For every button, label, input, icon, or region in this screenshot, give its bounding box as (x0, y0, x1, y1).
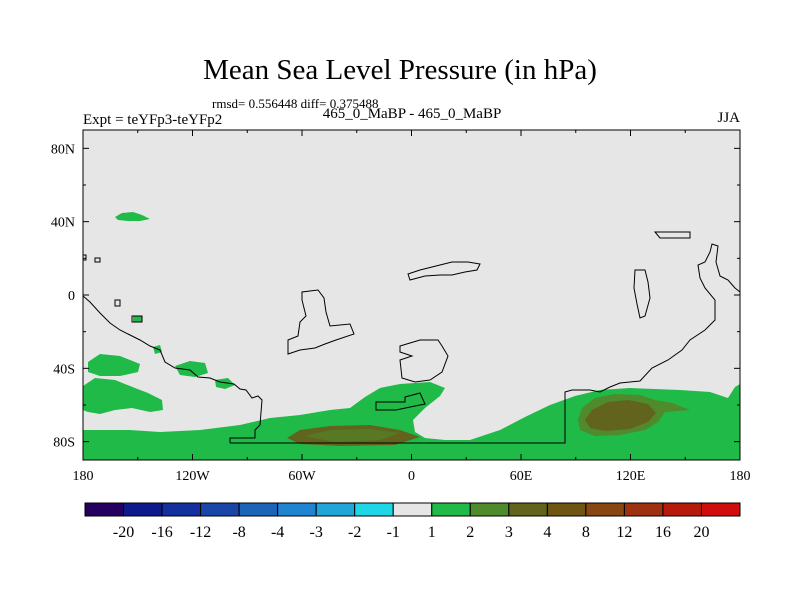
region-weddell-dark-green (305, 429, 400, 442)
colorbar-swatch (431, 502, 471, 517)
colorbar-swatch (161, 502, 202, 517)
x-tick-label: 0 (408, 469, 415, 484)
stats-label: rmsd= 0.556448 diff= 0.375488 (212, 96, 379, 111)
colorbar-label: -16 (151, 524, 172, 541)
x-tick-label: 60W (288, 469, 316, 484)
colorbar-swatch (123, 502, 163, 517)
coastline-island-west-4 (83, 254, 87, 261)
y-tick-label: 0 (68, 289, 75, 304)
experiment-periods-label: 465_0_MaBP - 465_0_MaBP (322, 106, 502, 122)
region-north-pacific-patch (115, 212, 150, 221)
colorbar-label: -20 (113, 524, 134, 541)
x-tick-label: 120W (175, 469, 210, 484)
experiment-id-label: Expt = teYFp3-teYFp2 (83, 112, 223, 128)
region-east-pacific-patch-3 (175, 361, 208, 377)
colorbar-label: -12 (190, 524, 211, 541)
colorbar-swatch (546, 502, 587, 517)
season-label: JJA (717, 110, 740, 126)
colorbar-label: -8 (232, 524, 245, 541)
colorbar-label: 2 (466, 524, 474, 541)
region-east-pacific-patch-2 (88, 354, 140, 376)
colorbar-swatch (238, 502, 279, 517)
region-east-pacific-patch-4 (215, 378, 235, 389)
y-tick-label: 40N (51, 216, 75, 231)
coastline-antarctica (83, 295, 263, 443)
colorbar-label: -2 (348, 524, 361, 541)
colorbar-swatch (623, 502, 664, 517)
y-tick-label: 40S (53, 362, 75, 377)
colorbar-label: 3 (505, 524, 513, 541)
colorbar-swatch (200, 502, 240, 517)
coastline-island-west-3 (131, 315, 143, 323)
colorbar-swatch (508, 502, 548, 517)
colorbar-label: 8 (582, 524, 590, 541)
colorbar-swatch (277, 502, 317, 517)
coastline-island-northeast (653, 231, 691, 239)
coastline-continent-central (287, 289, 355, 355)
x-tick-label: 120E (616, 469, 646, 484)
colorbar-label: 20 (693, 524, 709, 541)
coastline-island-west-2 (114, 299, 121, 307)
colorbar-swatch (84, 502, 125, 517)
x-tick-label: 60E (510, 469, 533, 484)
coastline-island-east (633, 269, 651, 319)
colorbar-label: -1 (387, 524, 400, 541)
colorbar-label: 1 (428, 524, 436, 541)
colorbar-swatch (662, 502, 702, 517)
coastline-continent-north (407, 261, 481, 281)
colorbar-swatch (469, 502, 510, 517)
coastline-island-west-1 (94, 257, 101, 263)
chart-title: Mean Sea Level Pressure (in hPa) (203, 54, 597, 86)
coastline-antarctica-coastal-inlet (375, 392, 426, 411)
region-southern-ocean-band (83, 382, 740, 460)
region-indian-sector-3-4-core (585, 400, 656, 431)
colorbar-swatch (315, 502, 356, 517)
region-east-pacific-patch-6 (133, 316, 142, 322)
colorbar-label: 4 (543, 524, 551, 541)
colorbar-label: 16 (655, 524, 671, 541)
colorbar-swatch (392, 502, 433, 517)
y-tick-label: 80N (51, 142, 75, 157)
region-east-pacific-patch-7 (728, 384, 740, 402)
region-east-pacific-patch-1 (83, 378, 163, 414)
colorbar-label: 12 (616, 524, 632, 541)
x-tick-label: 180 (73, 469, 94, 484)
colorbar-label: -4 (271, 524, 284, 541)
y-tick-label: 80S (53, 436, 75, 451)
colorbar-swatch (354, 502, 394, 517)
colorbar-swatch (700, 502, 741, 517)
x-tick-label: 180 (730, 469, 751, 484)
colorbar-label: -3 (310, 524, 323, 541)
colorbar-swatch (585, 502, 625, 517)
coastline-antarctica-east (230, 243, 740, 444)
coastline-continent-africa-like (399, 339, 449, 383)
